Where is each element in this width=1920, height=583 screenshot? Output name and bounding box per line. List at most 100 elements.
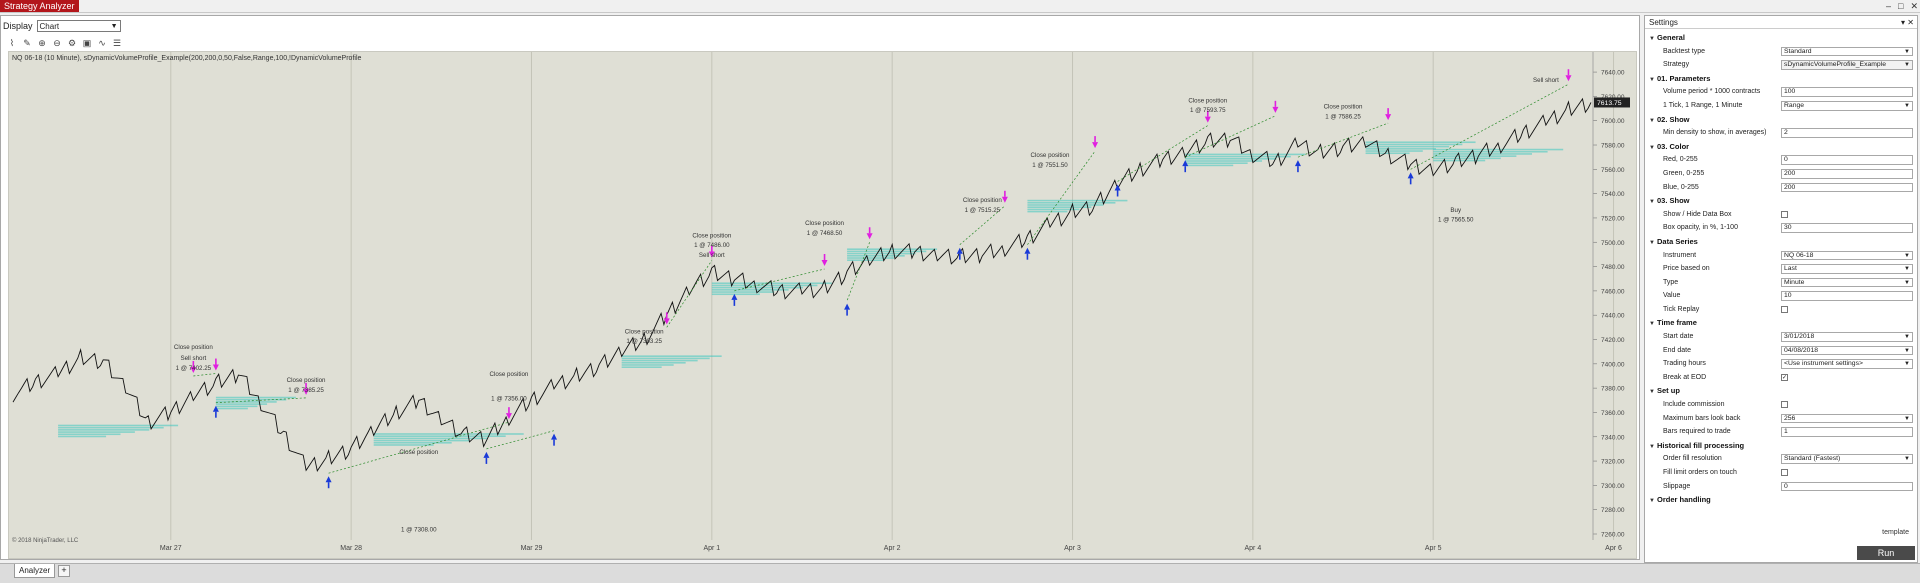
property-row: Backtest type Standard ▼ <box>1645 45 1917 59</box>
collapse-icon[interactable]: ▼ <box>1649 389 1655 396</box>
property-dropdown[interactable]: 04/08/2018 ▼ <box>1781 345 1913 356</box>
collapse-icon[interactable]: ▼ <box>1649 144 1655 151</box>
zoom-out-icon[interactable]: ⊖ <box>53 38 61 48</box>
property-dropdown[interactable]: Standard (Fastest) ▼ <box>1781 454 1913 464</box>
collapse-icon[interactable]: ▼ <box>1649 498 1655 505</box>
section-title: Set up <box>1657 386 1680 396</box>
y-tick-label: 7380.00 <box>1601 386 1625 393</box>
strategy-icon[interactable]: ☰ <box>112 38 122 48</box>
section-0[interactable]: ▼ General <box>1645 31 1917 45</box>
volume-profile-bar <box>621 357 710 360</box>
volume-profile-bar <box>1185 158 1277 160</box>
trade-annotation: Close position <box>399 449 438 456</box>
property-value: 10 <box>1784 292 1792 300</box>
chevron-down-icon: ▼ <box>1904 266 1910 273</box>
properties-icon[interactable]: ⚙ <box>67 38 77 48</box>
property-input[interactable]: 200 <box>1781 168 1913 179</box>
bar-style-icon[interactable]: ⌇ <box>9 38 15 48</box>
indicator-icon[interactable]: ∿ <box>98 38 106 48</box>
property-input[interactable]: 100 <box>1781 87 1913 97</box>
collapse-icon[interactable]: ▼ <box>1649 321 1655 328</box>
snapshot-icon[interactable]: ▣ <box>82 38 92 48</box>
display-select[interactable]: Chart ▼ <box>36 20 121 32</box>
trade-annotation: 1 @ 7468.50 <box>807 230 843 237</box>
volume-profile-bar <box>1027 201 1116 204</box>
trade-annotation: Close position <box>287 377 326 384</box>
close-button[interactable]: ✕ <box>1910 1 1918 11</box>
add-tab-button[interactable]: + <box>58 565 70 577</box>
property-value: Standard (Fastest) <box>1784 455 1841 463</box>
collapse-icon[interactable]: ▼ <box>1649 117 1655 124</box>
zoom-in-icon[interactable]: ⊕ <box>38 38 46 48</box>
x-tick-label: Apr 1 <box>703 545 720 552</box>
collapse-icon[interactable]: ▼ <box>1649 76 1655 83</box>
property-input[interactable]: 2 <box>1781 128 1913 138</box>
property-dropdown[interactable]: <Use instrument settings> ▼ <box>1781 359 1913 369</box>
property-dropdown[interactable]: sDynamicVolumeProfile_Example ▼ <box>1781 60 1913 70</box>
property-value: <Use instrument settings> <box>1784 360 1863 368</box>
property-row: Red, 0-255 0 <box>1645 153 1917 167</box>
y-tick-label: 7300.00 <box>1601 483 1625 490</box>
property-value: 200 <box>1784 169 1796 177</box>
property-input[interactable]: 1 <box>1781 427 1913 437</box>
y-tick-label: 7280.00 <box>1601 507 1625 514</box>
property-dropdown[interactable]: 256 ▼ <box>1781 413 1913 424</box>
section-2[interactable]: ▼ 02. Show <box>1645 113 1917 127</box>
volume-profile-bar <box>58 435 107 438</box>
property-input[interactable]: 200 <box>1781 182 1913 193</box>
tab-analyzer[interactable]: Analyzer <box>14 564 56 578</box>
property-value: 200 <box>1784 183 1796 191</box>
sell-arrow-icon <box>1092 142 1099 149</box>
collapse-icon[interactable]: ▼ <box>1649 36 1655 42</box>
run-button[interactable]: Run <box>1857 546 1915 560</box>
property-checkbox[interactable] <box>1781 305 1788 313</box>
section-7[interactable]: ▼ Set up <box>1645 384 1917 398</box>
property-dropdown[interactable]: NQ 06-18 ▼ <box>1781 250 1913 261</box>
property-dropdown[interactable]: 3/01/2018 ▼ <box>1781 332 1913 342</box>
property-dropdown[interactable]: Standard ▼ <box>1781 46 1913 57</box>
property-value: Range <box>1784 101 1805 109</box>
section-4[interactable]: ▼ 03. Show <box>1645 194 1917 208</box>
volume-profile-bar <box>621 355 722 357</box>
collapse-icon[interactable]: ▼ <box>1649 199 1655 206</box>
volume-profile-bar <box>847 257 894 259</box>
section-8[interactable]: ▼ Historical fill processing <box>1645 439 1917 453</box>
volume-profile-bar <box>1365 150 1423 152</box>
property-dropdown[interactable]: Minute ▼ <box>1781 277 1913 288</box>
property-dropdown[interactable]: Last ▼ <box>1781 264 1913 274</box>
property-input[interactable]: 30 <box>1781 223 1913 233</box>
draw-icon[interactable]: ✎ <box>23 38 31 48</box>
property-input[interactable]: 10 <box>1781 291 1913 301</box>
copyright-text: © 2018 NinjaTrader, LLC <box>12 538 79 544</box>
volume-profile-bar <box>58 426 164 429</box>
property-checkbox[interactable]: ✓ <box>1781 373 1788 381</box>
template-link[interactable]: template <box>1882 529 1909 536</box>
property-row: Maximum bars look back 256 ▼ <box>1645 412 1917 426</box>
property-dropdown[interactable]: Range ▼ <box>1781 100 1913 111</box>
chart-area[interactable]: Mar 27 Mar 28 Mar 29 Apr 1 Apr 2 Apr 3 Apr 4 Ap… <box>8 51 1637 559</box>
volume-profile-bar <box>1433 148 1564 151</box>
property-row: Box opacity, in %, 1-100 30 <box>1645 221 1917 235</box>
property-checkbox[interactable] <box>1781 469 1788 476</box>
property-checkbox[interactable] <box>1781 210 1788 218</box>
section-6[interactable]: ▼ Time frame <box>1645 316 1917 330</box>
property-input[interactable]: 0 <box>1781 155 1913 165</box>
collapse-icon[interactable]: ▼ <box>1649 443 1655 450</box>
property-checkbox[interactable] <box>1781 401 1788 409</box>
property-label: Include commission <box>1663 401 1725 409</box>
minimize-button[interactable]: – <box>1886 1 1892 11</box>
pin-icon[interactable]: ▾ ✕ <box>1901 18 1914 27</box>
sell-arrow-icon <box>821 260 828 267</box>
buy-arrow-stem <box>1026 253 1029 260</box>
property-label: Show / Hide Data Box <box>1663 210 1732 218</box>
section-5[interactable]: ▼ Data Series <box>1645 235 1917 249</box>
collapse-icon[interactable]: ▼ <box>1649 239 1655 246</box>
property-input[interactable]: 0 <box>1781 481 1913 492</box>
trade-annotation: 1 @ 7551.50 <box>1032 162 1068 169</box>
price-chart[interactable]: Mar 27 Mar 28 Mar 29 Apr 1 Apr 2 Apr 3 Apr 4 Ap… <box>9 52 1636 558</box>
section-1[interactable]: ▼ 01. Parameters <box>1645 72 1917 86</box>
section-9[interactable]: ▼ Order handling <box>1645 493 1917 507</box>
y-tick-label: 7360.00 <box>1601 410 1625 417</box>
section-3[interactable]: ▼ 03. Color <box>1645 140 1917 154</box>
maximize-button[interactable]: □ <box>1898 1 1904 11</box>
